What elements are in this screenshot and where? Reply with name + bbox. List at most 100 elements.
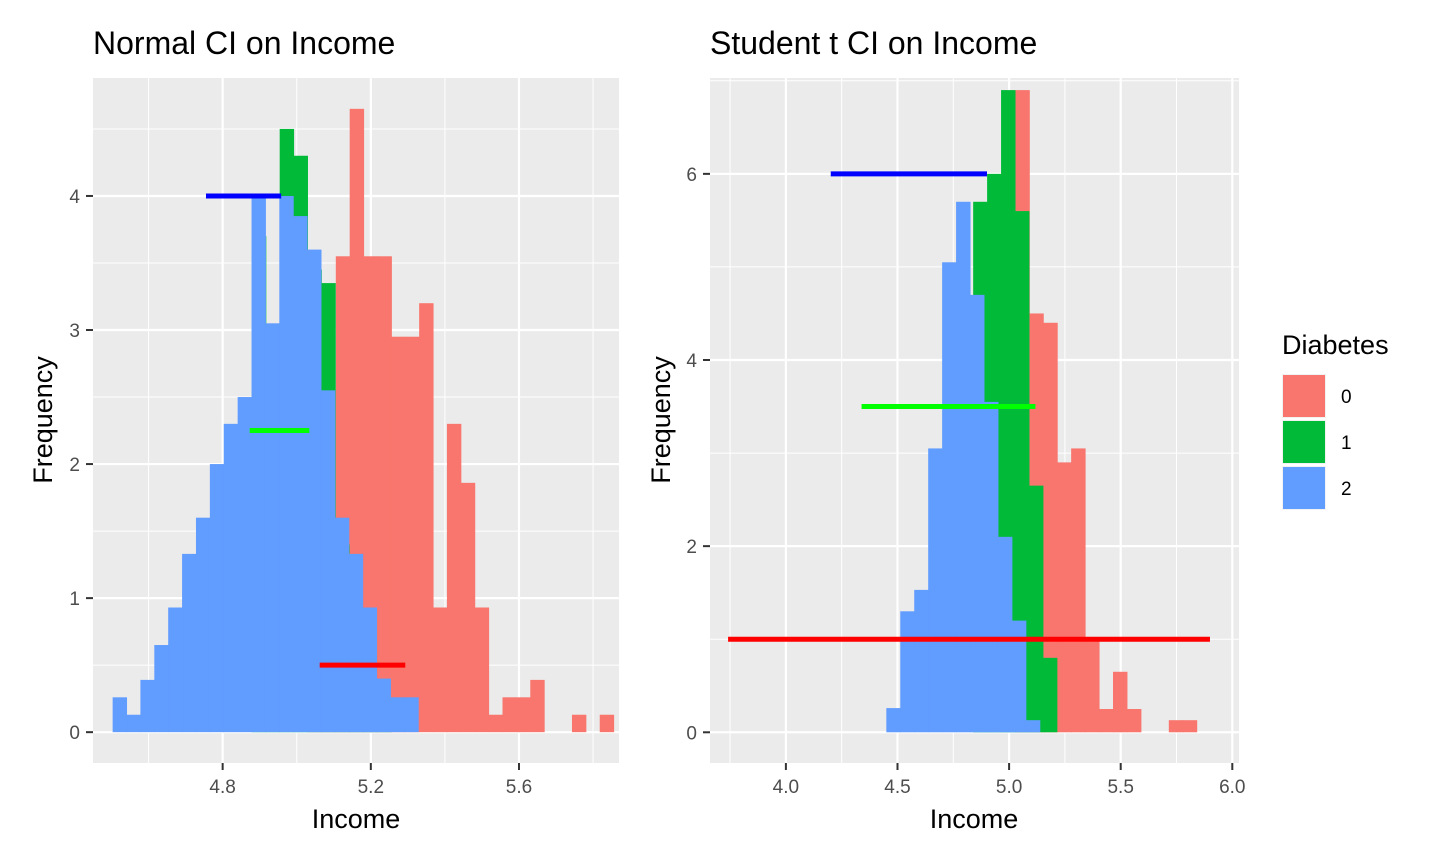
legend: Diabetes 0 1 2 bbox=[1282, 330, 1389, 510]
y-tick-label: 0 bbox=[69, 723, 80, 744]
legend-label-2: 2 bbox=[1341, 479, 1352, 500]
y-tick-label: 1 bbox=[69, 589, 80, 610]
bar-diabetes-2 bbox=[970, 294, 985, 733]
bar-diabetes-2 bbox=[154, 645, 169, 733]
x-tick-label: 4.8 bbox=[209, 777, 235, 798]
bar-diabetes-0 bbox=[502, 697, 517, 733]
bar-diabetes-2 bbox=[279, 195, 294, 733]
x-tick-label: 5.6 bbox=[506, 777, 532, 798]
bar-diabetes-2 bbox=[251, 195, 266, 733]
bar-diabetes-0 bbox=[1043, 322, 1058, 733]
bar-diabetes-2 bbox=[348, 553, 364, 733]
y-tick-label: 3 bbox=[69, 321, 80, 342]
bar-diabetes-2 bbox=[307, 249, 322, 733]
bar-diabetes-2 bbox=[209, 464, 225, 733]
bar-diabetes-0 bbox=[571, 714, 587, 733]
bar-diabetes-2 bbox=[886, 708, 901, 733]
ci-segments-normal bbox=[205, 193, 406, 668]
legend-key-swatch-1 bbox=[1283, 421, 1325, 463]
bar-diabetes-0 bbox=[391, 336, 406, 733]
x-tick-label: 4.0 bbox=[773, 777, 799, 798]
y-tick-label: 6 bbox=[686, 165, 697, 186]
bar-diabetes-2 bbox=[126, 714, 141, 733]
bar-diabetes-2 bbox=[404, 697, 419, 733]
bar-diabetes-2 bbox=[140, 679, 155, 733]
bar-diabetes-0 bbox=[460, 482, 476, 733]
bar-diabetes-2 bbox=[914, 589, 929, 733]
bar-diabetes-2 bbox=[293, 216, 308, 733]
bar-diabetes-2 bbox=[334, 517, 350, 733]
bar-diabetes-2 bbox=[1011, 620, 1027, 733]
bar-diabetes-2 bbox=[942, 262, 957, 733]
bar-diabetes-2 bbox=[997, 536, 1013, 733]
ci-segments-student bbox=[728, 171, 1210, 642]
bar-diabetes-0 bbox=[474, 607, 490, 733]
y-tick-label: 2 bbox=[69, 455, 80, 476]
legend-title: Diabetes bbox=[1282, 330, 1389, 360]
x-tick-label: 5.5 bbox=[1107, 777, 1133, 798]
bar-diabetes-0 bbox=[419, 303, 434, 733]
bar-diabetes-0 bbox=[1126, 709, 1142, 733]
bar-diabetes-2 bbox=[237, 397, 253, 733]
bar-diabetes-2 bbox=[182, 553, 197, 733]
y-tick-label: 2 bbox=[686, 537, 697, 558]
bar-diabetes-2 bbox=[265, 323, 280, 733]
legend-key-swatch-0 bbox=[1283, 375, 1325, 417]
bar-diabetes-0 bbox=[1099, 709, 1114, 733]
legend-keys: 0 1 2 bbox=[1282, 374, 1352, 510]
bar-diabetes-1 bbox=[1015, 211, 1030, 733]
bar-diabetes-0 bbox=[599, 714, 615, 733]
bar-diabetes-2 bbox=[320, 390, 336, 733]
bar-diabetes-0 bbox=[446, 423, 462, 733]
bar-diabetes-2 bbox=[168, 607, 183, 733]
axis-ticks-student: 4.0 4.5 5.0 5.5 6.0 0 2 4 6 bbox=[686, 165, 1245, 798]
bar-diabetes-2 bbox=[928, 448, 943, 733]
histogram-bars-student bbox=[886, 90, 1198, 733]
bar-diabetes-0 bbox=[488, 714, 504, 733]
y-axis-title-normal: Frequency bbox=[28, 356, 58, 484]
x-axis-title-student: Income bbox=[930, 804, 1019, 834]
y-tick-label: 4 bbox=[69, 187, 80, 208]
bar-diabetes-2 bbox=[362, 607, 378, 733]
bar-diabetes-2 bbox=[376, 678, 391, 733]
bar-diabetes-0 bbox=[1168, 720, 1184, 733]
legend-key-swatch-2 bbox=[1283, 467, 1325, 509]
bar-diabetes-2 bbox=[390, 697, 405, 733]
y-tick-label: 0 bbox=[686, 723, 697, 744]
panel-student-t-ci: Student t CI on Income 4.0 4.5 5.0 5.5 6.0 0 2… bbox=[646, 25, 1246, 834]
bar-diabetes-0 bbox=[530, 679, 545, 733]
bar-diabetes-2 bbox=[900, 611, 915, 733]
chart-title-student: Student t CI on Income bbox=[710, 25, 1037, 61]
bar-diabetes-1 bbox=[1042, 657, 1058, 733]
bar-diabetes-0 bbox=[1182, 720, 1198, 733]
x-tick-label: 6.0 bbox=[1219, 777, 1245, 798]
y-axis-title-student: Frequency bbox=[646, 356, 676, 484]
bar-diabetes-0 bbox=[377, 256, 392, 733]
x-tick-label: 5.0 bbox=[996, 777, 1022, 798]
bar-diabetes-0 bbox=[1057, 462, 1072, 733]
x-tick-label: 4.5 bbox=[884, 777, 910, 798]
bar-diabetes-2 bbox=[223, 423, 239, 733]
bar-diabetes-2 bbox=[195, 517, 211, 733]
legend-label-1: 1 bbox=[1341, 433, 1352, 454]
panel-normal-ci: Normal CI on Income 4.8 5.2 5.6 0 1 2 3 4 Incom… bbox=[28, 25, 619, 834]
bar-diabetes-0 bbox=[1071, 448, 1086, 733]
bar-diabetes-0 bbox=[1112, 671, 1128, 733]
y-tick-label: 4 bbox=[686, 351, 697, 372]
bar-diabetes-1 bbox=[1028, 485, 1044, 733]
x-tick-label: 5.2 bbox=[358, 777, 384, 798]
x-axis-title-normal: Income bbox=[312, 804, 401, 834]
bar-diabetes-2 bbox=[112, 697, 128, 733]
histogram-bars-normal bbox=[112, 108, 615, 733]
bar-diabetes-2 bbox=[983, 401, 999, 733]
bar-diabetes-2 bbox=[1025, 720, 1041, 733]
bar-diabetes-0 bbox=[405, 336, 420, 733]
bar-diabetes-0 bbox=[433, 607, 448, 733]
bar-diabetes-0 bbox=[1085, 639, 1100, 733]
bar-diabetes-2 bbox=[956, 201, 971, 733]
bar-diabetes-0 bbox=[516, 697, 531, 733]
legend-label-0: 0 bbox=[1341, 387, 1352, 408]
chart-title-normal: Normal CI on Income bbox=[93, 25, 395, 61]
axis-ticks-normal: 4.8 5.2 5.6 0 1 2 3 4 bbox=[69, 187, 532, 798]
